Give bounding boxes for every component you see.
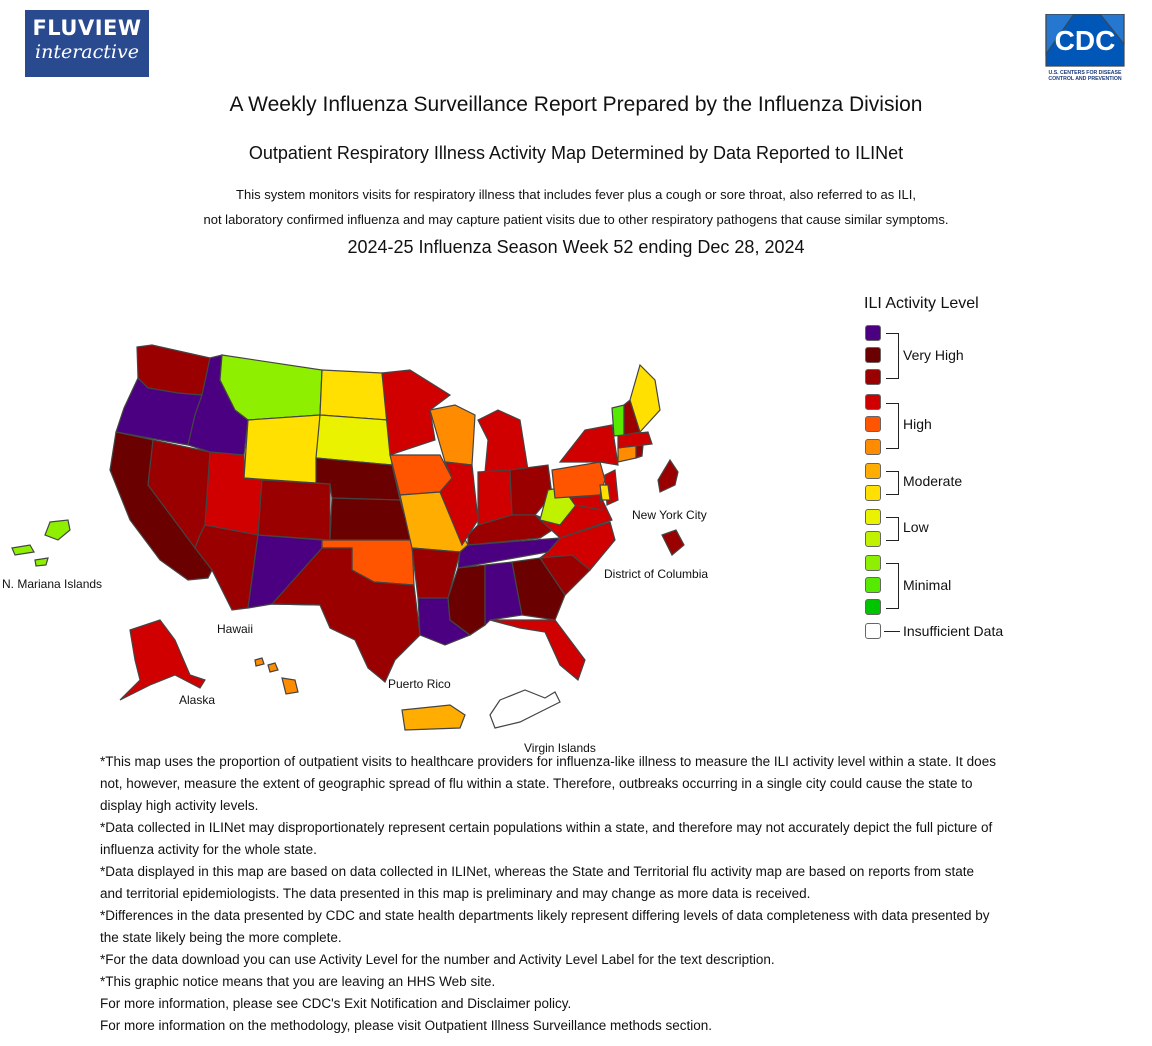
us-map[interactable] xyxy=(0,330,860,760)
legend-swatch-level-9 xyxy=(865,416,881,432)
state-KS[interactable] xyxy=(329,497,413,541)
page-subtitle: Outpatient Respiratory Illness Activity … xyxy=(248,143,904,163)
label-hawaii: Hawaii xyxy=(217,622,254,636)
territory-DC[interactable] xyxy=(657,458,679,493)
state-NY[interactable] xyxy=(558,424,619,466)
legend-dash-insufficient xyxy=(884,631,900,632)
state-DE[interactable] xyxy=(599,484,611,501)
season-week-label: 2024-25 Influenza Season Week 52 ending … xyxy=(347,237,805,257)
territory-NMI[interactable] xyxy=(11,519,71,567)
fluview-logo-text: FLUVIEW xyxy=(32,16,142,40)
state-TX[interactable] xyxy=(270,547,421,683)
description-line-2: not laboratory confirmed influenza and m… xyxy=(203,212,949,227)
legend-swatch-level-7 xyxy=(865,463,881,479)
territory-NYC[interactable] xyxy=(661,529,685,556)
legend-label-very-high: Very High xyxy=(903,347,964,363)
cdc-logo-text: CDC xyxy=(1055,25,1116,56)
legend-swatch-level-10 xyxy=(865,394,881,410)
state-AL[interactable] xyxy=(484,561,523,627)
legend-bracket-low xyxy=(886,517,899,541)
legend-swatch-level-5 xyxy=(865,509,881,525)
legend-swatch-level-0 xyxy=(865,623,881,639)
footnote: *Data displayed in this map are based on… xyxy=(100,864,974,901)
footnote: *This map uses the proportion of outpati… xyxy=(100,754,996,813)
page-title: A Weekly Influenza Surveillance Report P… xyxy=(229,93,923,116)
footnote: *Data collected in ILINet may disproport… xyxy=(100,820,993,857)
legend-swatch-level-4 xyxy=(865,531,881,547)
state-WI[interactable] xyxy=(429,404,476,466)
state-SD[interactable] xyxy=(315,414,393,466)
territory-PR[interactable] xyxy=(401,704,466,731)
state-ME[interactable] xyxy=(629,363,661,434)
legend-label-moderate: Moderate xyxy=(903,473,963,489)
footnotes: *This map uses the proportion of outpati… xyxy=(100,751,1000,1037)
page-description: This system monitors visits for respirat… xyxy=(0,182,1152,232)
fluview-logo[interactable]: FLUVIEW interactive xyxy=(25,10,149,77)
state-FL[interactable] xyxy=(489,619,586,682)
cdc-logo[interactable]: CDC U.S. CENTERS FOR DISEASE CONTROL AND… xyxy=(1044,13,1126,82)
legend-swatch-level-13 xyxy=(865,325,881,341)
label-dc: District of Columbia xyxy=(604,567,709,581)
legend-bracket-minimal xyxy=(886,563,899,609)
legend-swatch-level-1 xyxy=(865,599,881,615)
state-CO[interactable] xyxy=(257,479,331,541)
state-WY[interactable] xyxy=(243,414,321,484)
cdc-logo-subtext-2: CONTROL AND PREVENTION xyxy=(1048,76,1121,82)
state-HI[interactable] xyxy=(254,657,299,695)
state-MI[interactable] xyxy=(477,409,529,473)
state-PA[interactable] xyxy=(551,461,606,499)
territory-VI[interactable] xyxy=(489,689,561,729)
label-alaska: Alaska xyxy=(179,693,216,707)
footnote: *Differences in the data presented by CD… xyxy=(100,908,990,945)
legend-bracket-moderate xyxy=(886,471,899,495)
legend-title: ILI Activity Level xyxy=(864,295,979,312)
cdc-logo-mark: CDC U.S. CENTERS FOR DISEASE CONTROL AND… xyxy=(1045,13,1125,82)
legend-label-insufficient: Insufficient Data xyxy=(903,623,1004,639)
footnote: *This graphic notice means that you are … xyxy=(100,974,496,989)
state-MD[interactable] xyxy=(568,494,603,511)
cdc-logo-subtext-1: U.S. CENTERS FOR DISEASE xyxy=(1049,70,1122,76)
label-nmi: N. Mariana Islands xyxy=(2,577,103,591)
state-MT[interactable] xyxy=(219,354,323,421)
state-RI[interactable] xyxy=(635,444,644,459)
footnote: For more information, please see CDC's E… xyxy=(100,996,572,1011)
legend-swatch-level-11 xyxy=(865,369,881,385)
legend-swatch-level-3 xyxy=(865,555,881,571)
legend-label-minimal: Minimal xyxy=(903,577,952,593)
label-puerto-rico: Puerto Rico xyxy=(388,677,451,691)
legend-swatch-level-8 xyxy=(865,439,881,455)
state-MA[interactable] xyxy=(617,431,653,449)
legend-label-low: Low xyxy=(903,519,929,535)
legend-swatch-level-6 xyxy=(865,485,881,501)
legend-swatch-level-2 xyxy=(865,577,881,593)
legend-label-high: High xyxy=(903,416,932,432)
state-GA[interactable] xyxy=(511,557,566,621)
description-line-1: This system monitors visits for respirat… xyxy=(236,187,916,202)
state-AK[interactable] xyxy=(119,619,206,701)
state-IL[interactable] xyxy=(439,461,479,547)
fluview-logo-subtext: interactive xyxy=(35,41,139,63)
label-nyc: New York City xyxy=(632,508,707,522)
footnote: *For the data download you can use Activ… xyxy=(100,952,775,967)
label-virgin-islands: Virgin Islands xyxy=(524,741,596,755)
legend-bracket-very-high xyxy=(886,333,899,379)
legend-bracket-high xyxy=(886,403,899,449)
state-ND[interactable] xyxy=(319,369,389,421)
state-VT[interactable] xyxy=(611,404,625,437)
footnote: For more information on the methodology,… xyxy=(100,1018,713,1033)
legend-swatch-level-12 xyxy=(865,347,881,363)
